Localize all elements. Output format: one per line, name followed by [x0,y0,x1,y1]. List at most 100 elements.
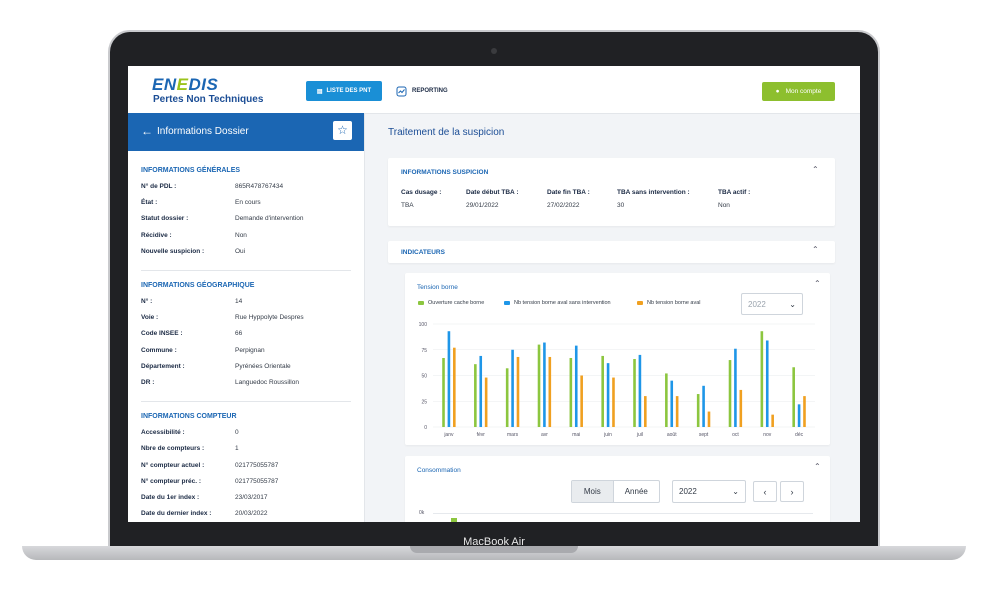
info-row: Commune : Perpignan [141,347,356,358]
app-screen: ENEDIS Pertes Non Techniques ▤ LISTE DES… [128,66,860,522]
enedis-logo[interactable]: ENEDIS [152,75,218,95]
info-value: Non [235,231,247,239]
section-divider [141,270,351,271]
consommation-card: Consommation ⌃ Mois Année 2022 ⌄ ‹ › 0k [405,456,830,522]
prev-button[interactable]: ‹ [753,481,777,502]
chevron-up-icon[interactable]: ⌃ [814,279,821,288]
bar-2-1[interactable] [484,377,488,427]
suspicion-field-value: Non [718,202,730,209]
bar-2-5[interactable] [612,377,615,427]
logo-mid: E [176,75,189,94]
bar-2-3[interactable] [548,356,552,427]
info-row: Statut dossier : Demande d'intervention [141,215,356,226]
account-label: Mon compte [785,88,822,95]
bar-2-2[interactable] [516,356,520,427]
info-value: 1 [235,445,239,453]
bar-1-1[interactable] [479,355,483,427]
bar-0-3[interactable] [537,344,541,427]
suspicion-field-label: TBA sans intervention : [617,189,690,196]
bar-1-6[interactable] [638,354,642,427]
y-tick-label: 75 [421,348,427,354]
chevron-up-icon[interactable]: ⌃ [812,245,819,254]
bar-1-0[interactable] [447,331,451,427]
consommation-year-select[interactable]: 2022 ⌄ [672,480,746,503]
chevron-up-icon[interactable]: ⌃ [814,462,821,471]
info-row: Date du dernier index : 20/03/2022 [141,510,356,521]
star-icon[interactable]: ☆ [333,121,352,140]
section-title: INFORMATIONS GÉNÉRALES [141,167,241,174]
back-arrow-icon[interactable]: ← [141,124,153,138]
legend-item[interactable]: Nb tension borne aval sans intervention [504,300,611,306]
info-label: N° compteur préc. : [141,477,202,485]
info-row: Nbre de compteurs : 1 [141,445,356,456]
info-value: 0 [235,429,239,437]
bar-0-0[interactable] [442,357,445,427]
info-label: Date du 1er index : [141,494,200,501]
info-label: Récidive : [141,231,172,239]
legend-item[interactable]: Ouverture cache borne [418,300,484,306]
bar-2-11[interactable] [803,396,806,427]
period-year-button[interactable]: Année [624,487,648,496]
info-value: Demande d'intervention [235,215,304,223]
y-axis-tick: 0k [419,510,425,516]
bar-2-0[interactable] [453,347,456,427]
x-tick-label: févr [477,432,486,438]
suspicion-field: TBA sans intervention : 30 [617,189,690,209]
bar-0-11[interactable] [792,367,795,427]
next-button[interactable]: › [780,481,804,502]
bar-2-10[interactable] [771,414,774,427]
x-tick-label: nov [763,432,772,438]
info-label: N° compteur actuel : [141,461,205,469]
bar-0-7[interactable] [665,373,668,427]
chevron-up-icon[interactable]: ⌃ [812,165,819,174]
tension-card: Tension borne ⌃ Ouverture cache borne Nb … [405,273,830,445]
bar-1-5[interactable] [606,363,610,427]
info-row: Département : Pyrénées Orientale [141,363,356,374]
suspicion-field-value: 27/02/2022 [547,202,580,209]
period-month-button[interactable]: Mois [572,481,614,502]
bar-0-1[interactable] [474,364,477,427]
bar-1-7[interactable] [670,380,674,427]
list-icon: ▤ [316,88,323,95]
bar-2-6[interactable] [644,396,647,427]
account-button[interactable]: ● Mon compte [762,82,835,101]
bar-0-2[interactable] [505,368,509,427]
bar-0-9[interactable] [728,360,732,427]
x-tick-label: juil [636,432,643,438]
info-value: 021775055787 [235,461,279,469]
bar-0-10[interactable] [760,331,764,427]
x-tick-label: avr [541,432,548,438]
reporting-button[interactable]: REPORTING [396,81,448,101]
bar-0-8[interactable] [696,394,700,427]
bar-0-5[interactable] [601,355,604,427]
section-title: INFORMATIONS COMPTEUR [141,413,237,421]
bar-0-4[interactable] [569,357,573,427]
bar-2-7[interactable] [675,396,679,427]
x-tick-label: août [667,432,677,438]
x-tick-label: mai [572,432,580,438]
bar-1-8[interactable] [702,385,705,427]
bar-2-8[interactable] [707,411,711,427]
chart-title: Tension borne [417,284,458,291]
bar-1-10[interactable] [765,340,769,427]
info-value: 66 [235,330,243,338]
suspicion-field-value: TBA [401,202,414,209]
bar-1-4[interactable] [574,345,578,427]
info-row: État : En cours [141,199,356,210]
suspicion-field: Date fin TBA : 27/02/2022 [547,189,590,209]
bar-1-11[interactable] [797,404,801,427]
bar-2-9[interactable] [739,389,743,427]
sidebar: ← Informations Dossier ☆ INFORMATIONS GÉ… [128,113,365,522]
info-value: 23/03/2017 [235,494,268,501]
year-select[interactable]: 2022 ⌄ [741,293,803,315]
bar-1-2[interactable] [511,349,514,427]
list-pnt-button[interactable]: ▤ LISTE DES PNT [306,81,382,101]
bar-2-4[interactable] [580,375,583,428]
info-row: DR : Languedoc Roussillon [141,379,356,390]
legend-item[interactable]: Nb tension borne aval [637,300,701,306]
legend-label: Ouverture cache borne [428,300,485,306]
bar-1-3[interactable] [543,342,546,427]
bar-0-6[interactable] [633,359,636,427]
info-label: DR : [141,379,155,386]
bar-1-9[interactable] [734,348,737,427]
